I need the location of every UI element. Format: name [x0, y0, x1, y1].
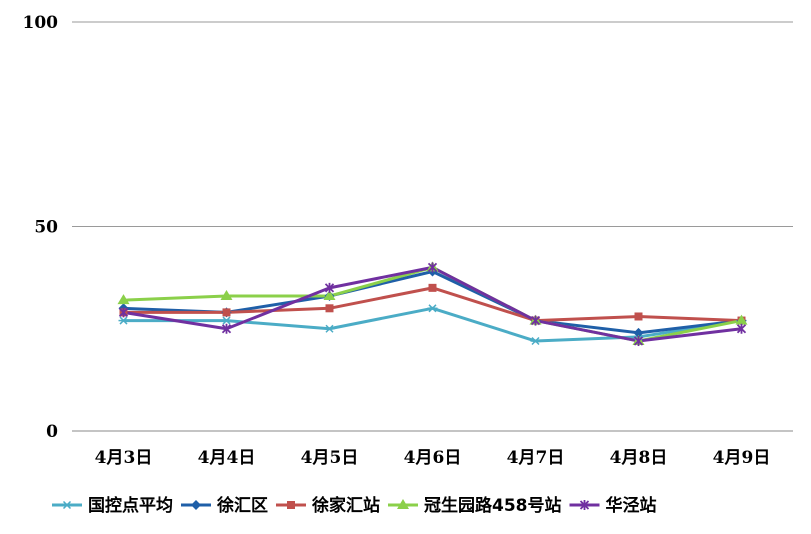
data-point: [118, 307, 129, 318]
data-point: [427, 262, 438, 273]
legend-item: 华泾站: [569, 495, 657, 516]
data-point: [117, 294, 130, 305]
legend-label: 徐汇区: [216, 495, 268, 516]
legend-label: 华泾站: [606, 495, 657, 516]
x-tick-label: 4月6日: [404, 448, 462, 468]
data-point: [530, 315, 541, 326]
y-axis-tick-labels: 0 50 100: [23, 13, 59, 442]
series-line: [123, 265, 742, 343]
legend-item: 徐家汇站: [276, 495, 380, 516]
series-line: [123, 269, 742, 335]
data-point: [324, 324, 335, 333]
legend-item: 冠生园路458号站: [388, 495, 562, 516]
data-point: [427, 304, 438, 313]
data-point: [221, 323, 232, 334]
data-point: [222, 308, 231, 317]
x-tick-label: 4月7日: [507, 448, 565, 468]
legend-marker: [62, 500, 72, 510]
data-point: [220, 290, 233, 301]
data-point: [735, 314, 748, 325]
series-markers: [117, 261, 748, 347]
data-point: [633, 336, 644, 347]
data-point: [634, 312, 643, 321]
x-tick-label: 4月8日: [610, 448, 668, 468]
x-tick-label: 4月3日: [95, 448, 153, 468]
series-lines: [123, 265, 742, 343]
x-axis-tick-labels: 4月3日 4月4日 4月5日 4月6日 4月7日 4月8日 4月9日: [95, 448, 771, 468]
data-point: [323, 290, 336, 301]
legend-marker: [191, 500, 201, 510]
data-point: [324, 282, 335, 293]
legend-marker: [579, 500, 590, 510]
legend: 国控点平均 徐汇区 徐家汇站 冠生园路458号站 华泾站: [52, 495, 657, 516]
legend-marker: [397, 499, 409, 509]
legend-label: 国控点平均: [88, 495, 173, 516]
x-tick-label: 4月5日: [301, 448, 359, 468]
x-tick-label: 4月9日: [713, 448, 771, 468]
data-point: [325, 304, 334, 313]
legend-marker: [287, 501, 295, 509]
x-tick-label: 4月4日: [198, 448, 256, 468]
y-tick-label: 100: [23, 13, 59, 33]
data-point: [118, 316, 129, 325]
y-tick-label: 0: [46, 422, 58, 442]
legend-label: 徐家汇站: [311, 495, 380, 516]
data-point: [736, 323, 747, 334]
y-tick-label: 50: [34, 218, 58, 238]
series-line: [123, 286, 742, 323]
data-point: [530, 336, 541, 346]
legend-item: 国控点平均: [52, 495, 173, 516]
data-point: [221, 316, 232, 325]
gridlines: [72, 21, 793, 432]
legend-label: 冠生园路458号站: [424, 495, 562, 516]
data-point: [428, 283, 437, 292]
data-point: [633, 327, 644, 338]
legend-item: 徐汇区: [181, 495, 268, 516]
series-line: [123, 265, 742, 343]
